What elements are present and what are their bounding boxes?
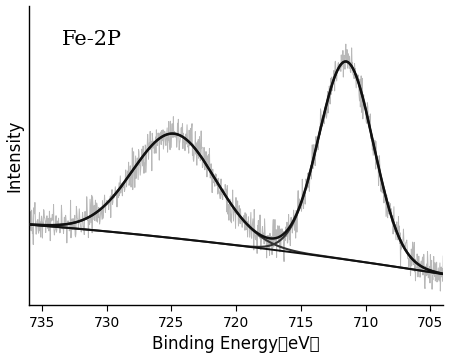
Text: Fe-2P: Fe-2P bbox=[62, 29, 122, 48]
Y-axis label: Intensity: Intensity bbox=[5, 119, 23, 192]
X-axis label: Binding Energy（eV）: Binding Energy（eV） bbox=[152, 335, 320, 354]
